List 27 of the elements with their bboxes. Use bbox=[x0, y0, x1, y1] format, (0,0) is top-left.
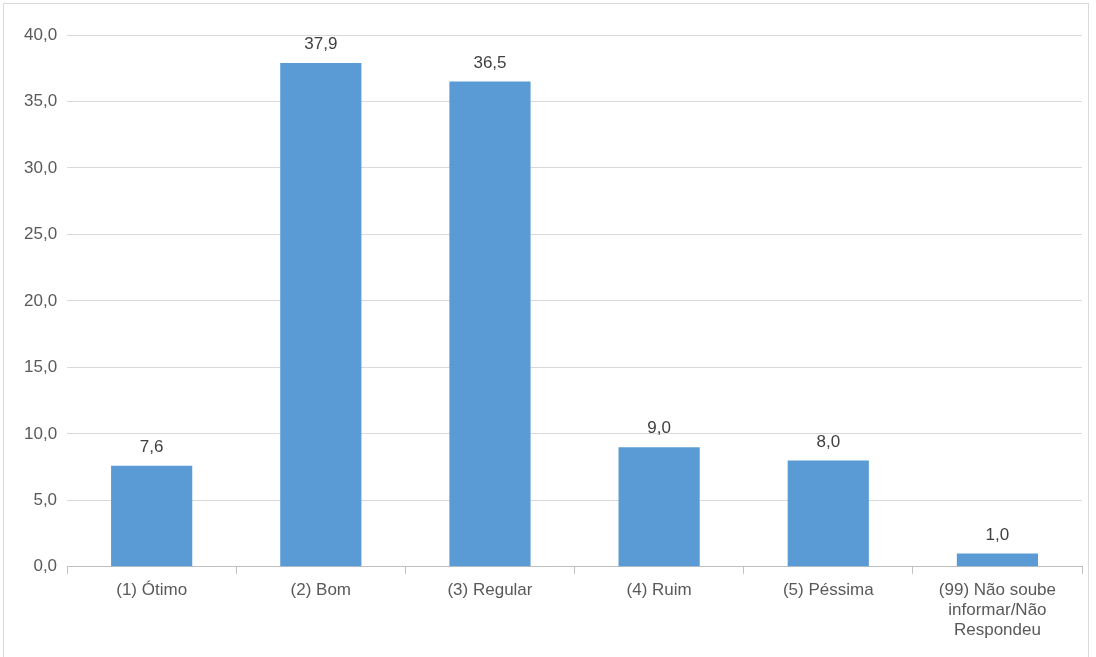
y-tick-label: 20,0 bbox=[23, 290, 58, 310]
x-tick-label: (1) Ótimo bbox=[116, 579, 188, 599]
y-tick-label: 35,0 bbox=[23, 91, 58, 111]
y-tick-label: 0,0 bbox=[33, 556, 58, 576]
y-tick-label: 10,0 bbox=[23, 423, 58, 443]
x-tick-label: (2) Bom bbox=[290, 579, 352, 599]
y-tick-label: 25,0 bbox=[23, 224, 58, 244]
x-tick-label: (4) Ruim bbox=[626, 579, 692, 599]
y-tick-label: 5,0 bbox=[33, 490, 58, 510]
x-tick-label: (3) Regular bbox=[447, 579, 533, 599]
bar bbox=[618, 447, 700, 567]
data-label: 1,0 bbox=[985, 524, 1010, 544]
bar bbox=[956, 553, 1039, 567]
data-label: 9,0 bbox=[647, 418, 671, 438]
y-tick-label: 30,0 bbox=[23, 157, 58, 177]
data-label: 8,0 bbox=[816, 431, 841, 451]
bar bbox=[787, 460, 869, 567]
x-tick-label: (99) Não soube informar/Não Respondeu bbox=[938, 579, 1057, 640]
x-tick-label: (5) Péssima bbox=[782, 579, 875, 599]
data-label: 7,6 bbox=[139, 436, 164, 456]
bar bbox=[280, 62, 362, 567]
y-tick-label: 15,0 bbox=[23, 357, 58, 377]
data-label: 36,5 bbox=[473, 52, 507, 72]
data-label: 37,9 bbox=[304, 34, 338, 54]
y-tick-label: 40,0 bbox=[23, 24, 58, 44]
bar bbox=[449, 81, 531, 567]
bar bbox=[111, 465, 193, 567]
